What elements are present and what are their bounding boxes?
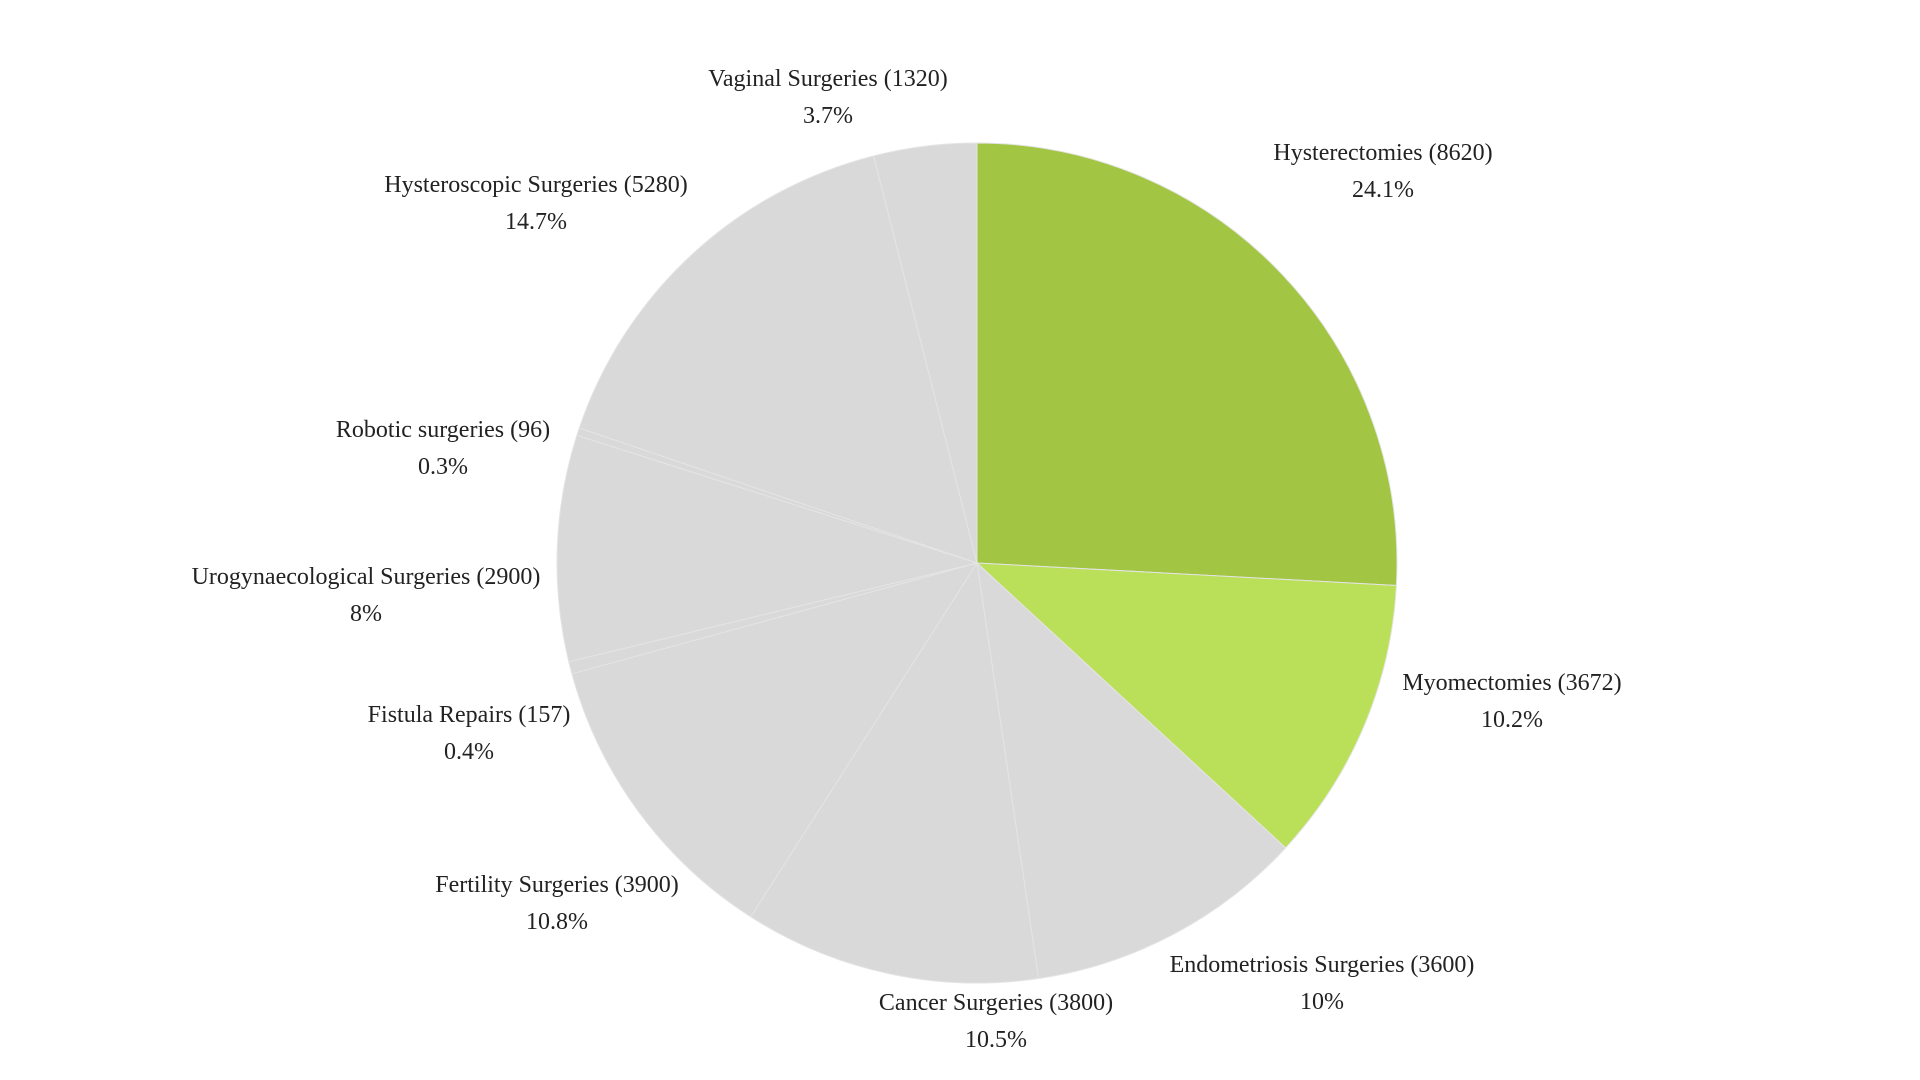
slice-percent-label: 0.4%: [444, 739, 494, 765]
pie-slice-urogynaecological-surgeries: [556, 434, 979, 663]
slice-percent-label: 3.7%: [803, 103, 853, 129]
pie-slice-cancer-surgeries: [750, 561, 1040, 984]
slice-percent-label: 0.3%: [418, 454, 468, 480]
slice-name-label: Vaginal Surgeries (1320): [708, 66, 948, 92]
slice-label-hysteroscopic-surgeries: Hysteroscopic Surgeries (5280) 14.7%: [384, 172, 688, 235]
slices-layer: [556, 142, 1398, 984]
slice-label-endometriosis-surgeries: Endometriosis Surgeries (3600) 10%: [1170, 952, 1475, 1015]
slice-percent-label: 8%: [350, 601, 382, 627]
slice-name-label: Endometriosis Surgeries (3600): [1170, 952, 1475, 978]
slice-name-label: Robotic surgeries (96): [336, 417, 550, 443]
labels-layer: Hysterectomies (8620) 24.1% Myomectomies (…: [192, 66, 1622, 1053]
slice-percent-label: 10.2%: [1481, 707, 1543, 733]
slice-percent-label: 24.1%: [1352, 177, 1414, 203]
slice-name-label: Cancer Surgeries (3800): [879, 990, 1113, 1016]
slice-label-vaginal-surgeries: Vaginal Surgeries (1320) 3.7%: [708, 66, 948, 129]
slice-percent-label: 14.7%: [505, 209, 567, 235]
slice-name-label: Fistula Repairs (157): [368, 702, 571, 728]
slice-label-cancer-surgeries: Cancer Surgeries (3800) 10.5%: [879, 990, 1113, 1053]
pie-slice-endometriosis-surgeries: [976, 561, 1287, 980]
slice-name-label: Urogynaecological Surgeries (2900): [192, 564, 541, 590]
slice-label-fistula-repairs: Fistula Repairs (157) 0.4%: [368, 702, 571, 765]
slice-name-label: Myomectomies (3672): [1402, 670, 1621, 696]
slice-percent-label: 10%: [1300, 989, 1344, 1015]
slice-percent-label: 10.8%: [526, 909, 588, 935]
slice-name-label: Fertility Surgeries (3900): [435, 872, 679, 898]
slice-label-urogynaecological-surgeries: Urogynaecological Surgeries (2900) 8%: [192, 564, 541, 627]
slice-percent-label: 10.5%: [965, 1027, 1027, 1053]
pie-slice-vaginal-surgeries: [873, 142, 978, 564]
slice-label-robotic-surgeries: Robotic surgeries (96) 0.3%: [336, 417, 550, 480]
slice-label-fertility-surgeries: Fertility Surgeries (3900) 10.8%: [435, 872, 679, 935]
pie-slice-myomectomies: [975, 562, 1397, 849]
pie-slice-hysterectomies: [976, 142, 1398, 586]
pie-slice-fertility-surgeries: [571, 562, 979, 918]
slice-name-label: Hysterectomies (8620): [1273, 140, 1492, 166]
slice-label-myomectomies: Myomectomies (3672) 10.2%: [1402, 670, 1621, 733]
pie-slice-hysteroscopic-surgeries: [578, 155, 978, 564]
slice-name-label: Hysteroscopic Surgeries (5280): [384, 172, 688, 198]
slice-label-hysterectomies: Hysterectomies (8620) 24.1%: [1273, 140, 1492, 203]
